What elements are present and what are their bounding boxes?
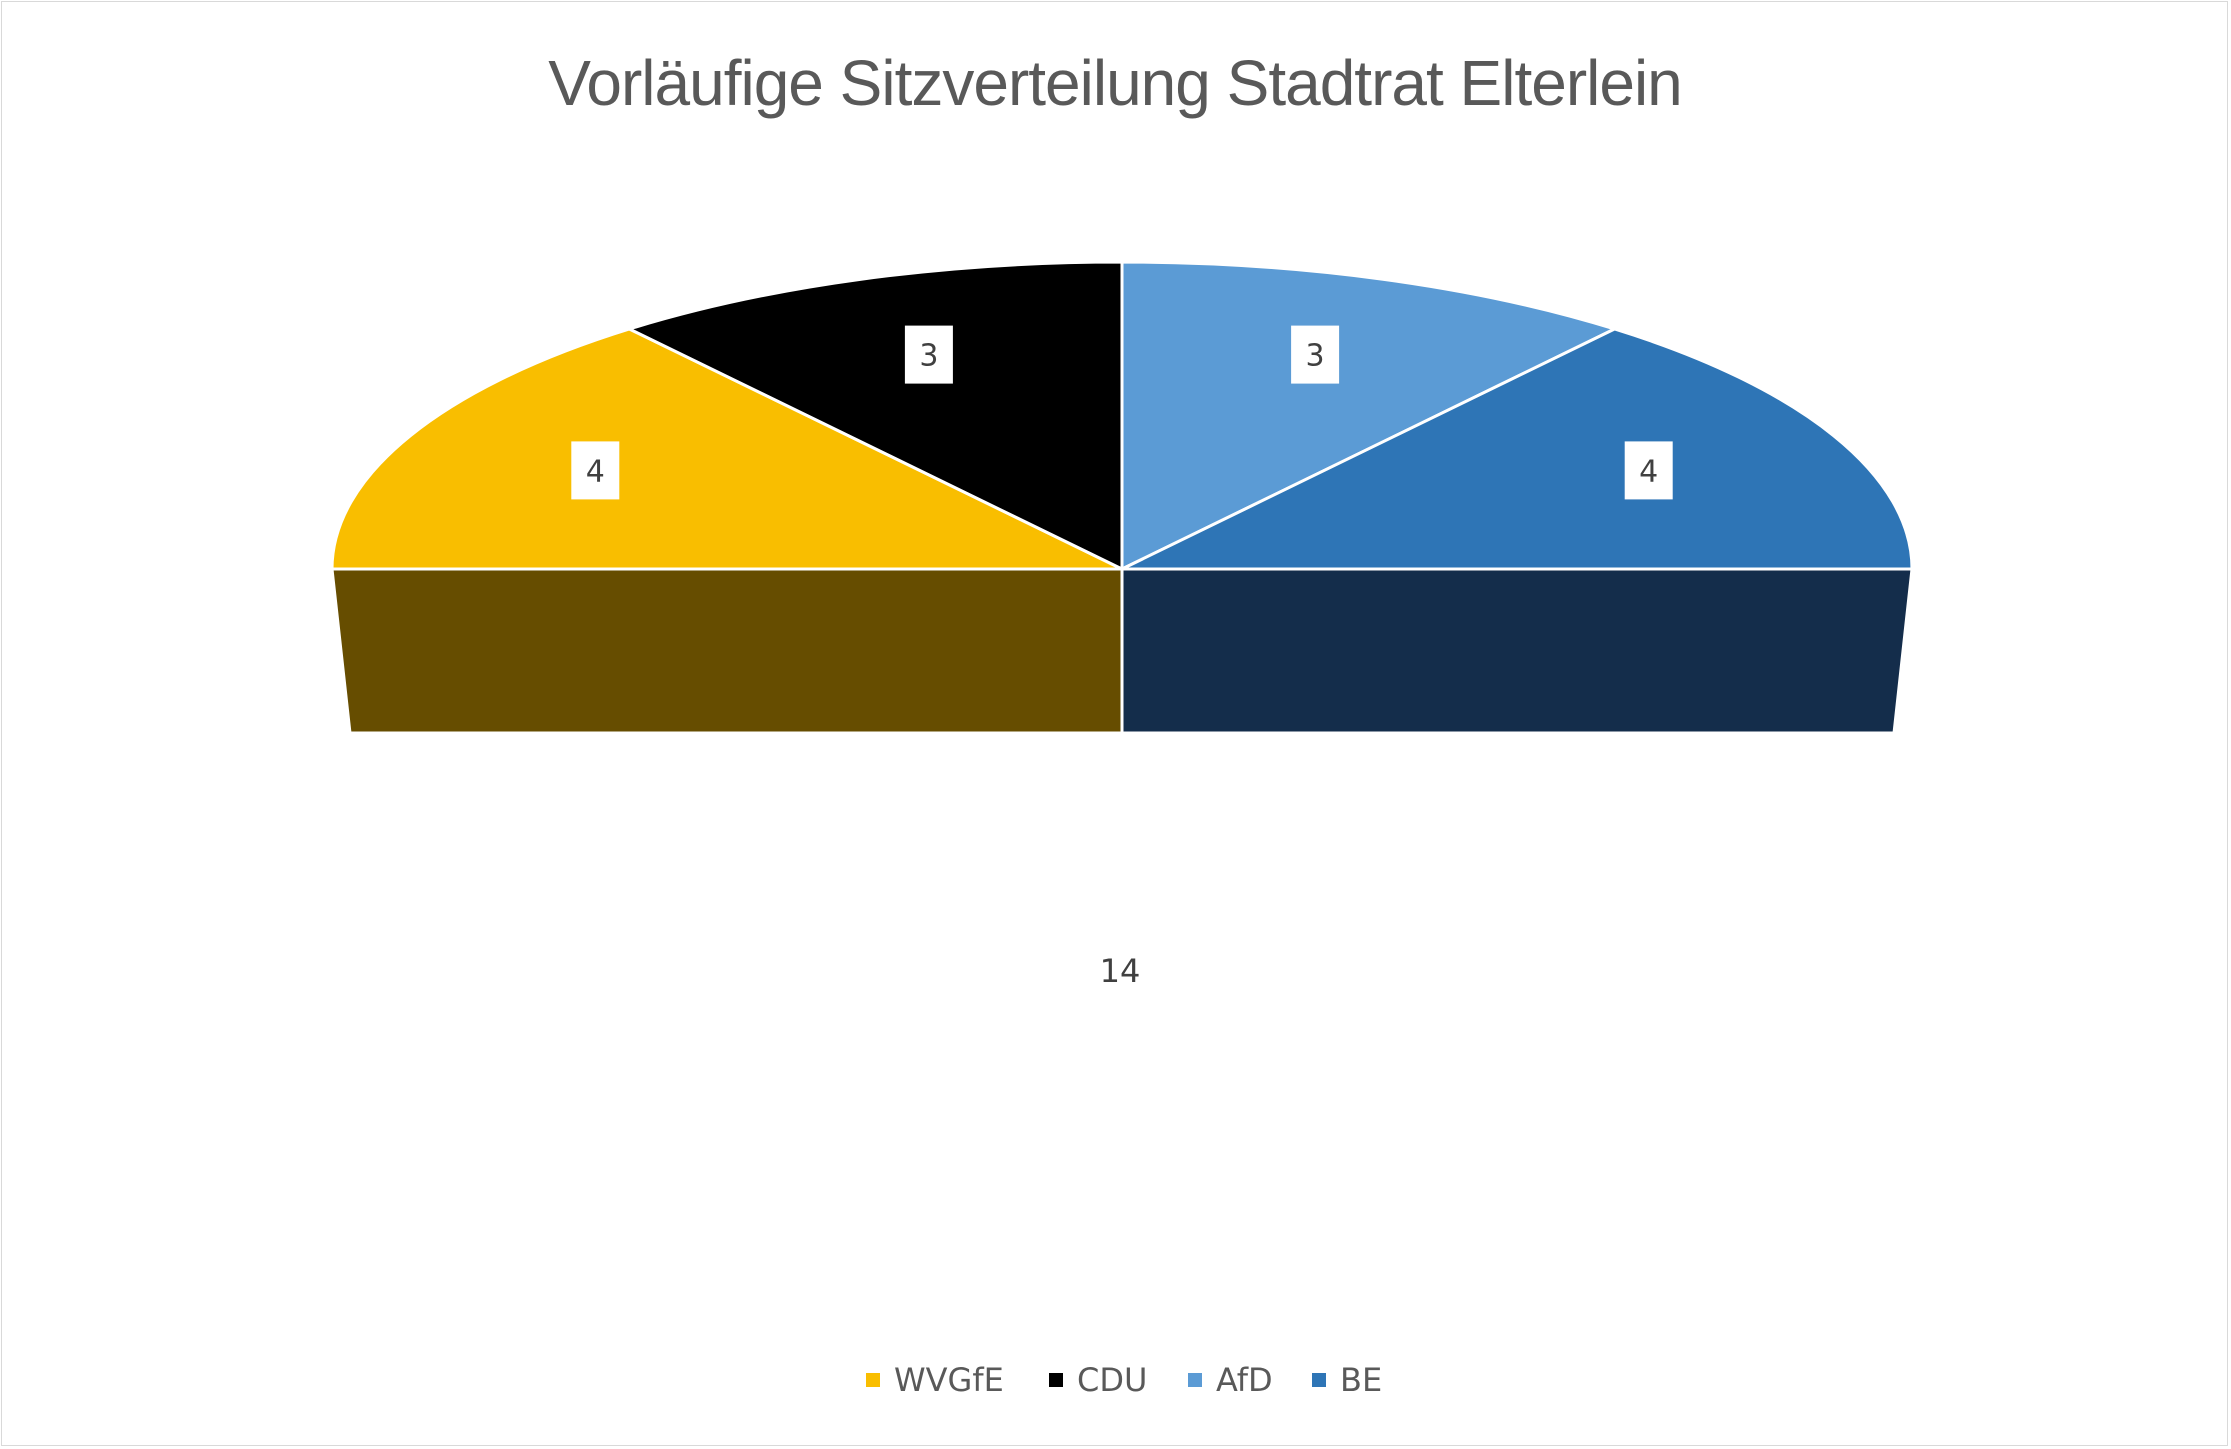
data-label-wvgfe: 4 (571, 441, 620, 500)
data-labels: 4 3 3 4 (571, 325, 1673, 500)
data-label-value: 3 (1306, 339, 1325, 374)
pie-slice-wvgfe (330, 327, 1124, 571)
base-right (1120, 567, 1914, 735)
data-label-be: 4 (1624, 441, 1673, 500)
pie-slices (330, 260, 1914, 571)
pie-slice-be (1120, 327, 1914, 571)
legend: WVGfE CDU AfD BE (866, 1361, 1382, 1399)
data-label-cdu: 3 (904, 325, 953, 384)
data-label-box (1624, 441, 1673, 500)
legend-label: WVGfE (894, 1361, 1004, 1399)
legend-swatch (1049, 1373, 1063, 1387)
legend-item-be: BE (1312, 1361, 1382, 1399)
data-label-box (571, 441, 620, 500)
chart-base (330, 567, 1914, 735)
data-label-box (1291, 325, 1340, 384)
chart-title: Vorläufige Sitzverteilung Stadtrat Elter… (548, 47, 1682, 119)
data-label-box (904, 325, 953, 384)
legend-item-cdu: CDU (1049, 1361, 1147, 1399)
legend-swatch (1188, 1373, 1202, 1387)
data-label-afd: 3 (1291, 325, 1340, 384)
total-label: 14 (1100, 952, 1141, 990)
data-label-value: 4 (1639, 454, 1658, 489)
legend-swatch (866, 1373, 880, 1387)
base-left (330, 567, 1124, 735)
legend-label: CDU (1077, 1361, 1147, 1399)
legend-label: BE (1340, 1361, 1382, 1399)
data-label-value: 4 (586, 454, 605, 489)
pie-slice-cdu (627, 260, 1124, 571)
legend-item-wvgfe: WVGfE (866, 1361, 1004, 1399)
pie-slice-afd (1120, 260, 1617, 571)
legend-item-afd: AfD (1188, 1361, 1273, 1399)
legend-label: AfD (1216, 1361, 1273, 1399)
data-label-value: 3 (919, 339, 938, 374)
legend-swatch (1312, 1373, 1326, 1387)
